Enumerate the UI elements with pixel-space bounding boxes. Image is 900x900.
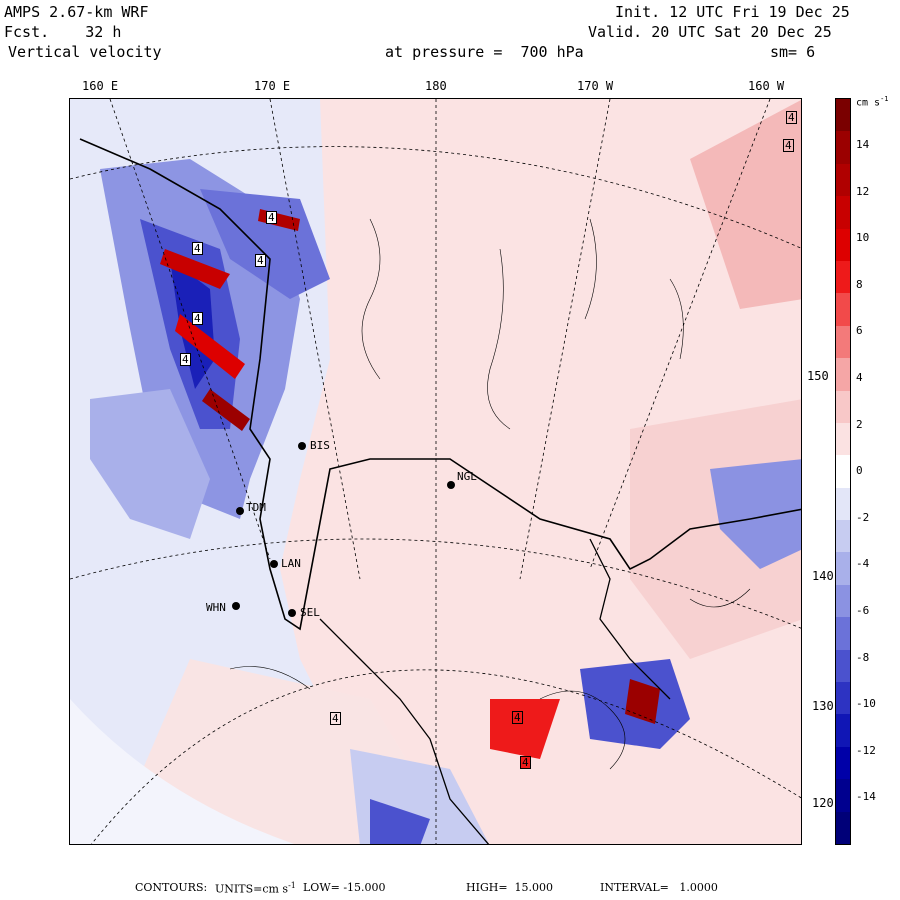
- colorbar-swatch: [836, 682, 850, 715]
- colorbar-tick-label: 2: [856, 417, 863, 431]
- colorbar-swatch: [836, 584, 850, 618]
- colorbar-tick-label: -12: [856, 743, 876, 757]
- contour-lines: [229, 218, 751, 770]
- colorbar-swatch: [836, 746, 850, 780]
- colorbar-tick-label: -8: [856, 650, 870, 664]
- init-time: Init. 12 UTC Fri 19 Dec 25: [615, 3, 850, 21]
- contour-label: 4: [255, 254, 266, 267]
- station-marker-sel[interactable]: [288, 609, 296, 617]
- colorbar-tick-label: 14: [856, 138, 870, 151]
- forecast-hour: Fcst. 32 h: [4, 23, 122, 41]
- vertical-velocity-map: [70, 99, 801, 844]
- colorbar-swatch: [836, 714, 850, 748]
- contour-label: 4: [192, 242, 203, 255]
- colorbar-swatch: [836, 131, 850, 165]
- colorbar-tick-label: 0: [856, 464, 863, 478]
- colorbar-tick-label: 4: [856, 371, 863, 384]
- footer-high: HIGH= 15.000: [466, 881, 554, 894]
- colorbar-tick-label: -6: [856, 604, 870, 617]
- map-panel: 4 4 4 4 4 4 4 4 4 4 BIS NGL TDM LAN WHN …: [69, 98, 802, 845]
- station-marker-tdm[interactable]: [236, 507, 244, 515]
- footer-contours: CONTOURS:: [135, 881, 208, 894]
- station-marker-bis[interactable]: [298, 442, 306, 450]
- colorbar-swatch: [836, 325, 850, 359]
- graticule: [70, 99, 801, 844]
- contour-label: 4: [786, 111, 797, 124]
- lon-label-160e: 160 E: [82, 79, 119, 93]
- colorbar-tick-label: -4: [856, 557, 870, 571]
- station-label-bis: BIS: [310, 439, 330, 452]
- contour-label: 4: [180, 353, 191, 366]
- pressure-level: at pressure = 700 hPa: [385, 43, 584, 61]
- colorbar-swatch: [836, 649, 850, 683]
- colorbar-swatch: [836, 552, 850, 586]
- model-title: AMPS 2.67-km WRF: [4, 3, 149, 21]
- colorbar-swatch: [836, 196, 850, 230]
- field-name: Vertical velocity: [8, 43, 162, 61]
- colorbar-swatch: [836, 779, 850, 813]
- colorbar: [835, 98, 851, 845]
- lon-label-160w: 160 W: [748, 79, 785, 93]
- contour-label: 4: [520, 756, 531, 769]
- colorbar-tick-label: 8: [856, 277, 863, 291]
- station-label-whn: WHN: [206, 601, 226, 614]
- colorbar-swatch: [836, 228, 850, 262]
- colorbar-swatch: [836, 455, 850, 489]
- colorbar-swatch: [836, 422, 850, 456]
- colorbar-swatch: [836, 99, 850, 132]
- contour-label: 4: [783, 139, 794, 152]
- colorbar-swatch: [836, 260, 850, 294]
- valid-time: Valid. 20 UTC Sat 20 Dec 25: [588, 23, 832, 41]
- station-label-tdm: TDM: [246, 501, 266, 514]
- contour-label: 4: [266, 211, 277, 224]
- station-marker-whn[interactable]: [232, 602, 240, 610]
- lon-label-180: 180: [425, 79, 447, 93]
- station-label-ngl: NGL: [457, 470, 477, 483]
- colorbar-swatch: [836, 293, 850, 327]
- colorbar-swatch: [836, 163, 850, 197]
- footer-units: UNITS=cm s-1: [215, 881, 296, 896]
- contour-label: 4: [330, 712, 341, 725]
- colorbar-tick-label: -2: [856, 510, 870, 524]
- coastline: [79, 138, 801, 631]
- colorbar-tick-label: 10: [856, 231, 870, 245]
- colorbar-swatch: [836, 390, 850, 424]
- colorbar-tick-label: 6: [856, 324, 863, 338]
- smoothing-label: sm= 6: [770, 43, 816, 61]
- colorbar-swatch: [836, 811, 850, 845]
- station-marker-ngl[interactable]: [447, 481, 455, 489]
- lon-label-170w: 170 W: [577, 79, 614, 93]
- station-label-lan: LAN: [281, 557, 301, 570]
- contour-label: 4: [512, 711, 523, 724]
- colorbar-units: cm s-1: [856, 95, 889, 109]
- colorbar-swatch: [836, 617, 850, 651]
- colorbar-tick-label: -14: [856, 790, 876, 804]
- footer-interval: INTERVAL= 1.0000: [600, 881, 718, 894]
- station-marker-lan[interactable]: [270, 560, 278, 568]
- colorbar-tick-label: 12: [856, 184, 870, 198]
- colorbar-swatch: [836, 358, 850, 392]
- colorbar-swatch: [836, 487, 850, 521]
- station-label-sel: SEL: [300, 606, 320, 619]
- lon-label-170e: 170 E: [254, 79, 291, 93]
- footer-low: LOW= -15.000: [303, 881, 386, 894]
- contour-label: 4: [192, 312, 203, 325]
- colorbar-swatch: [836, 520, 850, 553]
- colorbar-tick-label: -10: [856, 697, 876, 711]
